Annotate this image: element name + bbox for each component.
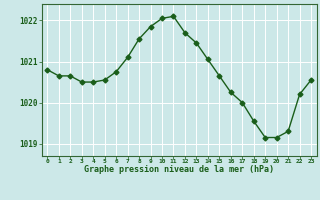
X-axis label: Graphe pression niveau de la mer (hPa): Graphe pression niveau de la mer (hPa) [84,165,274,174]
